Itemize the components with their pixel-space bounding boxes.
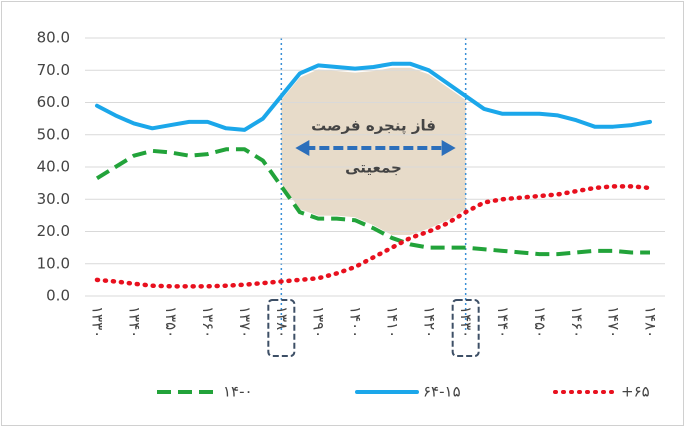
x-tick-label: ۱۴۸۰ <box>642 306 660 338</box>
y-tick-label: 40.0 <box>37 158 70 176</box>
x-tick-label: ۱۴۲۰ <box>420 306 438 338</box>
y-tick-label: 70.0 <box>37 61 70 79</box>
y-tick-label: 30.0 <box>37 190 70 208</box>
window-shade <box>281 67 466 235</box>
legend-label: +۶۵ <box>621 383 650 401</box>
x-tick-label: ۱۳۴۰ <box>125 306 143 338</box>
x-tick-label: ۱۳۸۰ <box>273 306 291 338</box>
x-tick-label: ۱۳۳۰ <box>89 306 107 338</box>
line-layer <box>94 61 653 289</box>
label-layer: 0.0 10.0 20.0 30.0 40.0 50.0 60.0 70.0 80.0 ۱۳۳۰ ۱… <box>37 29 660 401</box>
x-tick-label: ۱۳۷۰ <box>236 306 254 338</box>
x-tick-label: ۱۴۱۰ <box>383 306 401 338</box>
x-tick-label: ۱۳۵۰ <box>162 306 180 338</box>
series-line <box>95 147 650 257</box>
y-tick-label: 50.0 <box>37 125 70 143</box>
legend-label: ۱۴-۰ <box>223 383 253 401</box>
window-label-box <box>267 299 296 357</box>
x-tick-label: ۱۴۳۰ <box>457 306 475 338</box>
arrow-head <box>441 140 456 156</box>
y-tick-label: 80.0 <box>37 29 70 47</box>
shade-layer <box>267 38 480 357</box>
x-tick-label: ۱۴۰۰ <box>347 306 365 338</box>
x-tick-label: ۱۳۶۰ <box>199 306 217 338</box>
window-label-box <box>451 299 480 357</box>
y-tick-label: 20.0 <box>37 222 70 240</box>
x-tick-label: ۱۴۶۰ <box>568 306 586 338</box>
y-tick-label: 0.0 <box>46 287 70 305</box>
series-line <box>95 61 652 132</box>
arrow-head <box>295 140 310 156</box>
x-tick-label: ۱۴۵۰ <box>531 306 549 338</box>
y-tick-label: 60.0 <box>37 93 70 111</box>
annotation: فاز پنجره فرصت <box>311 117 436 136</box>
annotation: جمعیتی <box>345 159 402 177</box>
x-tick-label: ۱۳۹۰ <box>310 306 328 338</box>
x-tick-label: ۱۴۴۰ <box>494 306 512 338</box>
x-tick-label: ۱۴۷۰ <box>605 306 623 338</box>
series-line <box>94 184 653 289</box>
legend-label: ۶۴-۱۵ <box>423 383 461 401</box>
y-tick-label: 10.0 <box>37 254 70 272</box>
grid-layer <box>85 37 665 297</box>
